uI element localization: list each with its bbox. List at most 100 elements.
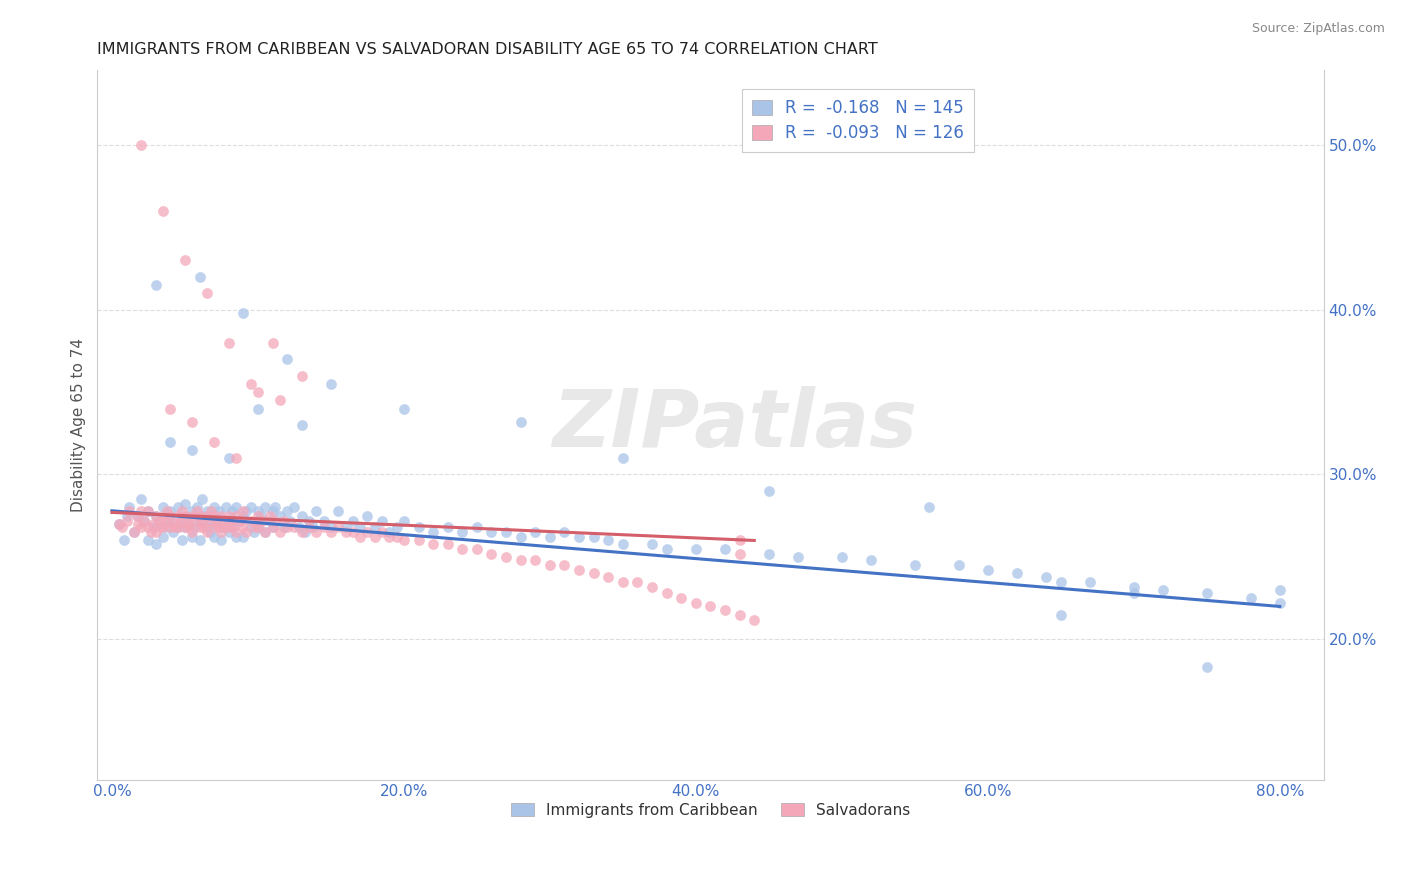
Point xyxy=(246,401,269,416)
Point xyxy=(291,417,314,432)
Point xyxy=(641,580,664,594)
Point xyxy=(1049,574,1071,589)
Y-axis label: Disability Age 65 to 74: Disability Age 65 to 74 xyxy=(72,338,86,512)
Point xyxy=(1005,566,1028,581)
Point xyxy=(166,520,188,534)
Point xyxy=(162,525,184,540)
Point xyxy=(202,520,225,534)
Point xyxy=(392,401,415,416)
Point xyxy=(188,533,211,548)
Point xyxy=(108,516,131,531)
Point xyxy=(612,574,634,589)
Point xyxy=(276,352,298,367)
Point xyxy=(641,537,664,551)
Point xyxy=(246,508,269,523)
Point xyxy=(159,504,181,518)
Point xyxy=(254,500,277,515)
Point xyxy=(159,508,181,523)
Point xyxy=(188,508,211,523)
Point xyxy=(342,514,364,528)
Point xyxy=(831,549,853,564)
Point xyxy=(166,508,188,523)
Point xyxy=(225,450,247,465)
Point xyxy=(509,415,531,429)
Point xyxy=(1268,582,1291,597)
Point xyxy=(1035,570,1057,584)
Point xyxy=(246,504,269,518)
Point xyxy=(262,504,284,518)
Point xyxy=(728,547,751,561)
Point xyxy=(977,563,1000,577)
Point xyxy=(177,516,200,531)
Point xyxy=(1122,580,1144,594)
Point xyxy=(181,530,204,544)
Point xyxy=(728,533,751,548)
Point xyxy=(127,508,149,523)
Point xyxy=(1049,607,1071,622)
Point xyxy=(598,570,620,584)
Point xyxy=(138,533,160,548)
Point xyxy=(312,520,335,534)
Point xyxy=(235,525,257,540)
Point xyxy=(218,508,240,523)
Point xyxy=(152,203,174,218)
Point xyxy=(188,520,211,534)
Point xyxy=(243,520,266,534)
Point xyxy=(174,497,197,511)
Point xyxy=(371,525,394,540)
Point xyxy=(524,525,547,540)
Point xyxy=(129,137,152,152)
Point xyxy=(188,269,211,284)
Point xyxy=(218,514,240,528)
Point xyxy=(218,450,240,465)
Point xyxy=(209,525,232,540)
Point xyxy=(524,553,547,567)
Point xyxy=(195,504,218,518)
Point xyxy=(209,508,232,523)
Point xyxy=(283,500,305,515)
Point xyxy=(191,516,214,531)
Point xyxy=(174,508,197,523)
Point xyxy=(509,530,531,544)
Point xyxy=(1078,574,1101,589)
Point xyxy=(451,541,474,556)
Point xyxy=(221,514,243,528)
Point xyxy=(312,514,335,528)
Point xyxy=(612,450,634,465)
Point xyxy=(509,553,531,567)
Point xyxy=(685,541,707,556)
Point xyxy=(181,508,204,523)
Point xyxy=(787,549,810,564)
Point xyxy=(239,376,262,391)
Point xyxy=(162,516,184,531)
Point xyxy=(495,549,517,564)
Point xyxy=(215,520,238,534)
Point xyxy=(481,547,503,561)
Point xyxy=(582,566,605,581)
Point xyxy=(568,563,591,577)
Point xyxy=(145,277,167,292)
Point xyxy=(948,558,970,573)
Point xyxy=(319,376,342,391)
Point xyxy=(184,514,207,528)
Point xyxy=(145,537,167,551)
Point xyxy=(195,525,218,540)
Point xyxy=(553,525,575,540)
Point xyxy=(246,520,269,534)
Point xyxy=(481,525,503,540)
Point xyxy=(225,530,247,544)
Point xyxy=(378,525,401,540)
Point xyxy=(699,599,721,614)
Point xyxy=(166,500,188,515)
Point xyxy=(174,253,197,268)
Point xyxy=(451,525,474,540)
Point xyxy=(205,516,228,531)
Point xyxy=(163,520,186,534)
Point xyxy=(186,500,208,515)
Point xyxy=(335,525,357,540)
Text: ZIPatlas: ZIPatlas xyxy=(553,386,918,464)
Point xyxy=(269,393,291,408)
Point xyxy=(202,508,225,523)
Point xyxy=(191,508,214,523)
Point xyxy=(122,525,145,540)
